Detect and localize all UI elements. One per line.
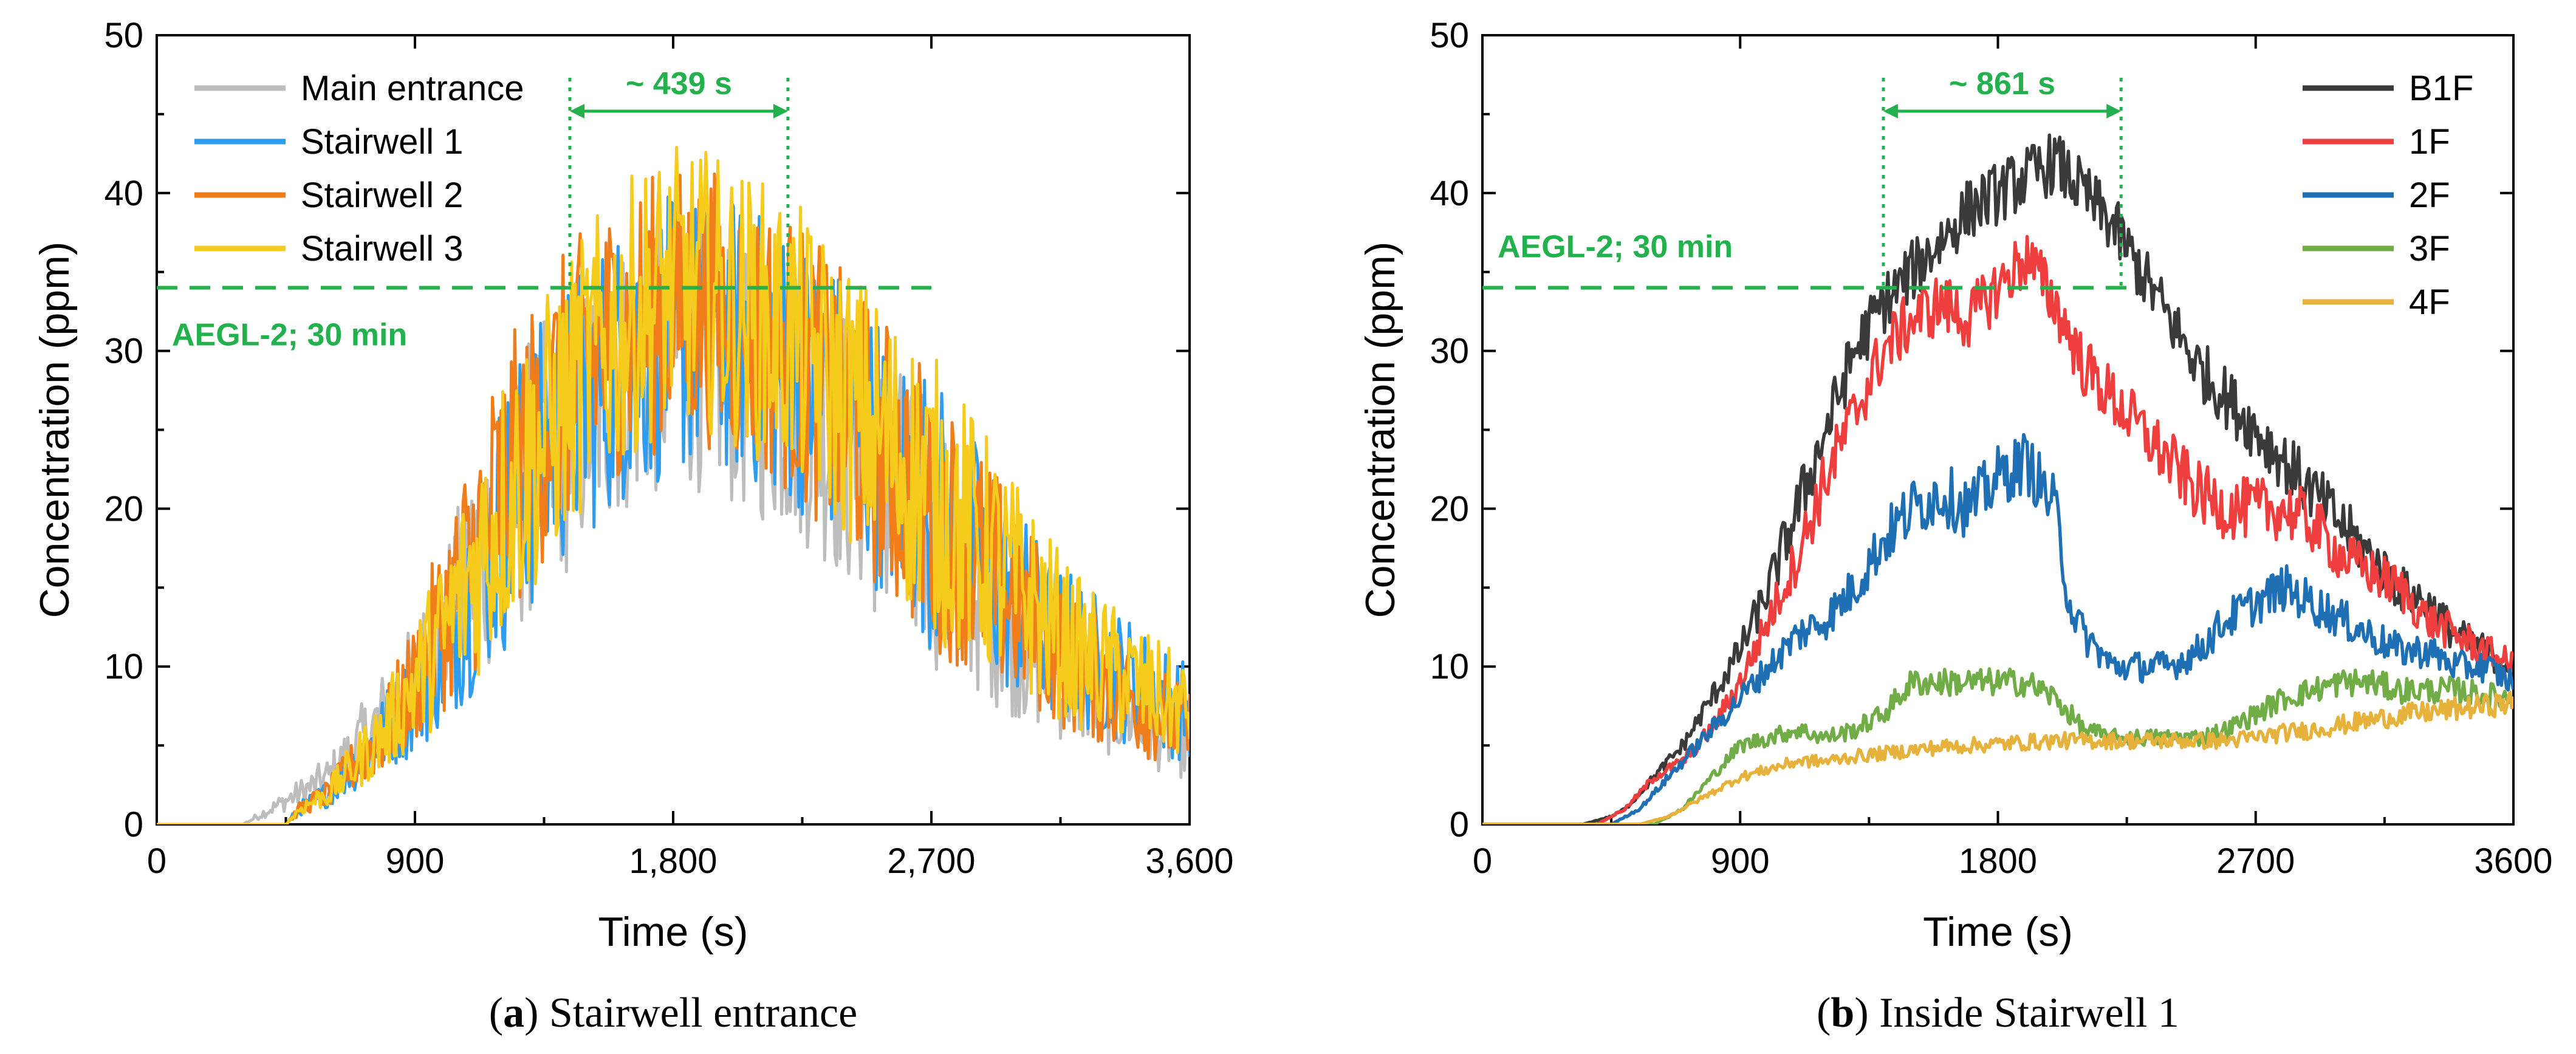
interval-arrow-head-left (570, 104, 584, 118)
x-tick-label: 900 (386, 841, 445, 881)
interval-arrow-head-left (1883, 104, 1898, 118)
caption-paren-open: ( (489, 990, 503, 1036)
plot-frame (1481, 34, 2515, 826)
series-line-b1f (1482, 133, 2513, 824)
x-tick-label: 3,600 (1145, 841, 1233, 881)
series-line-1f (1482, 234, 2513, 824)
threshold-label: AEGL-2; 30 min (172, 318, 407, 353)
series-line-stairwell-3 (157, 146, 1190, 824)
series-line-4f (1482, 690, 2513, 824)
threshold-label: AEGL-2; 30 min (1498, 230, 1733, 265)
y-tick-label: 30 (1430, 332, 1469, 371)
panel-caption: (a) Stairwell entrance (489, 990, 857, 1036)
y-tick-label: 0 (124, 805, 143, 844)
y-tick-label: 50 (1430, 16, 1469, 55)
legend-label: Main entrance (301, 69, 524, 108)
plot-area (157, 146, 1190, 824)
y-tick-label: 20 (104, 489, 143, 529)
x-tick-label: 0 (1473, 841, 1492, 881)
interval-label: ~ 861 s (1949, 66, 2055, 101)
x-tick-label: 2,700 (887, 841, 975, 881)
series-line-2f (1482, 433, 2513, 824)
y-tick-label: 20 (1430, 489, 1469, 529)
legend-label: 1F (2409, 122, 2450, 162)
y-axis-label: Concentration (ppm) (32, 242, 78, 618)
panel-letter: b (1831, 990, 1854, 1036)
y-tick-label: 10 (1430, 647, 1469, 686)
interval-arrow-head-right (2106, 104, 2122, 118)
y-axis-label: Concentration (ppm) (1357, 242, 1403, 618)
legend-label: 3F (2409, 229, 2450, 269)
x-axis-label: Time (s) (598, 909, 748, 955)
y-tick-label: 40 (104, 174, 143, 213)
legend-label: Stairwell 2 (301, 176, 464, 215)
y-tick-label: 0 (1450, 805, 1469, 844)
legend-label: 4F (2409, 282, 2450, 322)
x-tick-label: 900 (1711, 841, 1770, 881)
y-tick-label: 40 (1430, 174, 1469, 213)
series-line-3f (1482, 667, 2513, 824)
x-tick-label: 1800 (1959, 841, 2037, 881)
caption-text: ) Stairwell entrance (524, 990, 857, 1036)
legend-label: B1F (2409, 69, 2473, 108)
chart-panel-b: 0 900 1800 2700 3600 0 10 20 30 40 50 Time (s) Conce… (1357, 16, 2553, 1036)
x-tick-label: 1,800 (629, 841, 717, 881)
x-axis-label: Time (s) (1923, 909, 2073, 955)
y-tick-label: 50 (104, 16, 143, 55)
panel-caption: (b) Inside Stairwell 1 (1817, 990, 2179, 1036)
plot-area (1482, 133, 2513, 824)
caption-paren-open: ( (1817, 990, 1831, 1036)
legend-label: Stairwell 3 (301, 229, 464, 269)
x-tick-label: 3600 (2474, 841, 2552, 881)
legend-label: 2F (2409, 176, 2450, 215)
y-tick-label: 30 (104, 332, 143, 371)
chart-panel-a: 0 900 1,800 2,700 3,600 0 10 20 30 40 50 Time (s) Co… (32, 16, 1234, 1036)
x-tick-label: 2700 (2216, 841, 2295, 881)
panel-letter: a (503, 990, 524, 1036)
interval-arrow-head-right (773, 104, 788, 118)
caption-text: ) Inside Stairwell 1 (1854, 990, 2179, 1036)
y-tick-label: 10 (104, 647, 143, 686)
interval-label: ~ 439 s (626, 66, 732, 101)
x-tick-label: 0 (147, 841, 166, 881)
legend-label: Stairwell 1 (301, 122, 464, 162)
